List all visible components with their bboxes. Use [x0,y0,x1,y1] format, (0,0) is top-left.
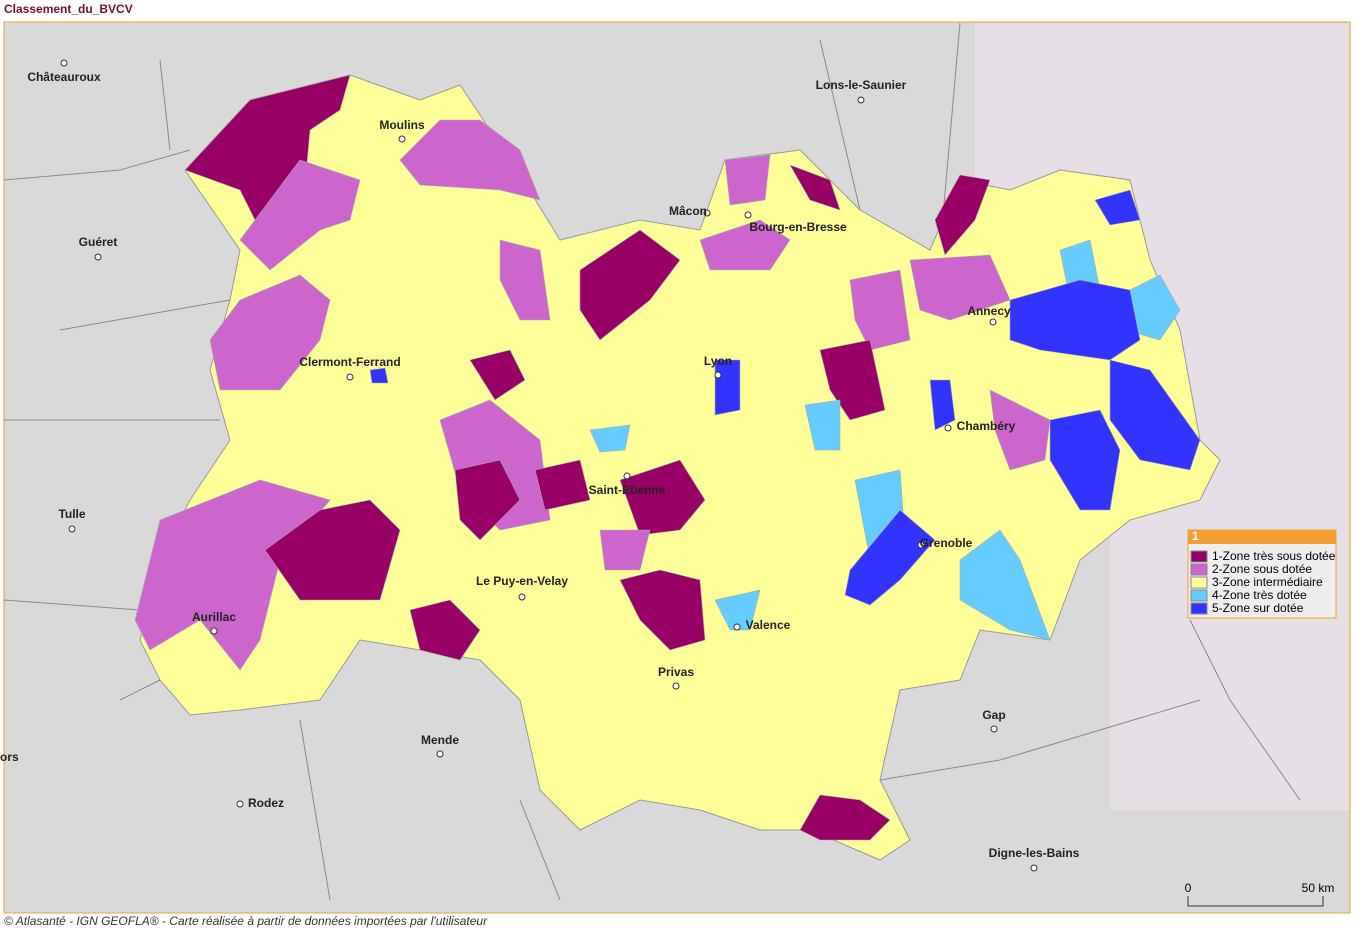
city-label: Saint-Etienne [589,483,666,497]
foreign-area [1110,470,1349,810]
city-dot [917,541,925,549]
city-label: Tulle [58,507,85,521]
city-dot [703,209,711,217]
city-label: Moulins [379,118,425,132]
city-dot [989,318,997,326]
city-label: Chambéry [957,419,1016,433]
city-dot [94,253,102,261]
city-label: Grenoble [920,536,973,550]
legend-label: 3-Zone intermédiaire [1212,575,1323,589]
borders [3,22,1301,901]
city-dot [733,623,741,631]
scale-label: 50 km [1302,881,1335,895]
legend-label: 4-Zone très dotée [1212,588,1307,602]
city-dot [210,627,218,635]
scale-bar: 0 50 km [1185,881,1335,907]
credit: © Atlasanté - IGN GEOFLA® - Carte réalis… [4,914,488,928]
legend-label: 5-Zone sur dotée [1212,601,1304,615]
city-dot [398,135,406,143]
city-label: Clermont-Ferrand [299,355,400,369]
city-label: Lyon [704,354,732,368]
city-label: Privas [658,665,694,679]
scale-label: 0 [1185,881,1192,895]
city-dot [672,682,680,690]
legend-label: 2-Zone sous dotée [1212,562,1312,576]
city-dot [60,59,68,67]
city-dot [857,96,865,104]
legend-title: 1 [1192,529,1199,543]
city-label: Valence [746,618,791,632]
city-dot [714,371,722,379]
city-label: Aurillac [192,610,236,624]
city-label: Mende [421,733,459,747]
city-dot [623,472,631,480]
legend-swatch [1190,589,1208,602]
city-label: Bourg-en-Bresse [749,220,847,234]
city-dot [236,800,244,808]
city-dot [744,211,752,219]
city-label: Gap [982,708,1005,722]
city-dot [518,593,526,601]
city-label: Le Puy-en-Velay [476,574,568,588]
city-label: Guéret [79,235,118,249]
cities: Châteauroux Moulins Lons-le-Saunier Mâcon Bo… [0,59,1080,872]
city-label: Châteauroux [27,70,101,84]
city-dot [346,373,354,381]
city-dot [436,750,444,758]
legend-swatch [1190,576,1208,589]
city-label: Rodez [248,796,284,810]
scale-line [1187,896,1324,907]
city-dot [68,525,76,533]
city-label: ors [0,750,19,764]
legend-swatch [1190,563,1208,576]
city-label: Digne-les-Bains [989,846,1080,860]
city-label: Lons-le-Saunier [816,78,907,92]
legend-box [1187,529,1337,619]
legend-swatch [1190,602,1208,615]
city-label: Mâcon [669,204,707,218]
city-dot [1030,864,1038,872]
legend-swatch [1190,550,1208,563]
city-dot [990,725,998,733]
legend-label: 1-Zone très sous dotée [1212,549,1336,563]
city-label: Annecy [967,304,1011,318]
legend-header [1188,530,1336,544]
city-dot [944,424,952,432]
map-title: Classement_du_BVCV [4,2,133,16]
zones [134,74,1201,841]
